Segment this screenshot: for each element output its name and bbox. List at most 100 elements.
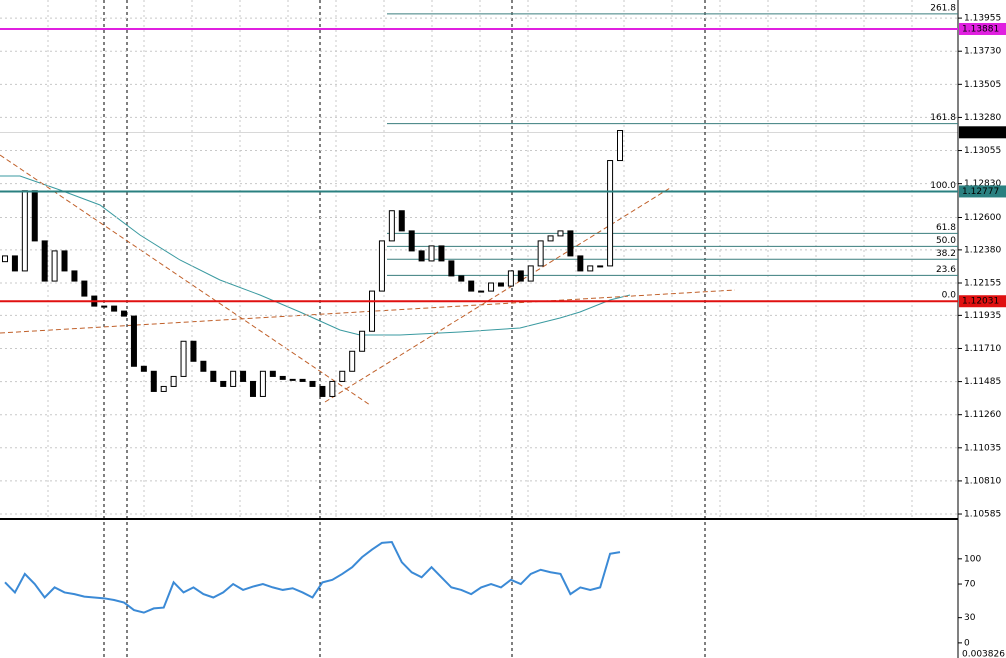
y-tick-label: 1.11035 [964,443,1001,453]
indicator-line [4,540,621,614]
candle-body [150,370,157,392]
candle-body [71,270,78,282]
candle-body [587,265,594,272]
candle-body [269,370,276,377]
y-tick-label: 1.10810 [964,476,1001,486]
candle-body [458,275,465,282]
y-tick-label: 30 [964,613,976,623]
candle-body [210,370,217,382]
candle-body [230,370,237,387]
candle-body [11,255,18,272]
y-tick-label: 1.11485 [964,377,1001,387]
trend-line [0,154,371,406]
candle-body [240,370,247,382]
price-label-box [959,126,1006,139]
candle-body [349,350,356,372]
candle-body [398,210,405,232]
candle-body [418,250,425,262]
candle-body [81,280,88,297]
y-tick-label: 1.10585 [964,510,1001,520]
y-tick-label: 1.12600 [964,213,1001,223]
fib-label: 100.0 [930,181,956,191]
candle-body [488,282,495,292]
candle-body [220,380,227,387]
fib-label: 38.2 [936,249,956,259]
candle-body [607,160,614,267]
fib-label: 0.0 [942,291,957,301]
candle-body [567,230,574,257]
candle-body [329,380,336,397]
fib-label: 50.0 [936,236,956,246]
candle-body [200,360,207,372]
candle-body [309,380,316,387]
y-tick-label: 1.13730 [964,47,1001,57]
candle-body [180,340,187,377]
candle-body [51,250,58,282]
candle-body [2,255,8,263]
candle-body [101,305,108,308]
y-tick-label: 1.11260 [964,410,1001,420]
y-tick-label: 1.11710 [964,344,1001,354]
candle-body [408,230,415,252]
y-tick-label: 1.12380 [964,245,1001,255]
candle-body [617,130,623,162]
indicator-scale-label: 0.003826 [962,650,1005,658]
candle-body [507,270,514,287]
candle-body [369,290,376,332]
candle-body [170,375,177,387]
candle-body [140,365,147,372]
candle-body [130,315,137,367]
fib-label: 23.6 [936,265,956,275]
candle-body [438,245,445,262]
candle-body [289,378,296,381]
period-separators [103,0,706,658]
y-tick-label: 1.13955 [964,14,1001,24]
candle-body [497,282,504,287]
candle-body [478,290,485,293]
price-label: 1.12777 [962,187,999,197]
candle-body [41,240,48,282]
candle-body [527,265,534,282]
moving-average [0,175,631,336]
candle-body [537,240,544,267]
candle-body [111,305,118,312]
candle-body [468,280,475,292]
y-tick-label: 1.13055 [964,146,1001,156]
candle-body [577,255,584,272]
candle-body [428,245,435,262]
fib-label: 261.8 [930,3,956,13]
y-tick-label: 0 [964,638,970,648]
candle-body [259,370,266,397]
fib-label: 61.8 [936,223,956,233]
price-label: 1.12031 [962,297,999,307]
candle-body [557,230,564,237]
y-tick-label: 1.12830 [964,179,1001,189]
y-tick-label: 100 [964,554,981,564]
candle-body [121,310,128,317]
candle-body [299,378,306,382]
price-label-box [959,295,1006,308]
candle-body [190,340,197,362]
trend-line [0,289,736,334]
price-label-box [959,185,1006,198]
candle-body [448,260,455,277]
candle-body [279,375,286,380]
candle-body [517,270,524,282]
price-label-box [959,22,1006,35]
candle-body [21,190,28,272]
price-label: 1.13881 [962,24,999,34]
candle-body [547,235,554,242]
candle-body [31,190,38,242]
y-tick-label: 1.13280 [964,113,1001,123]
y-tick-label: 70 [964,580,976,590]
candle-body [249,380,256,397]
y-tick-label: 1.11935 [964,311,1001,321]
candle-body [388,210,395,242]
candle-body [61,250,68,272]
candle-body [378,240,385,292]
candle-body [319,385,326,397]
y-tick-label: 1.13505 [964,80,1001,90]
candle-body [359,330,366,352]
price-label: 1.13179 [962,128,999,138]
